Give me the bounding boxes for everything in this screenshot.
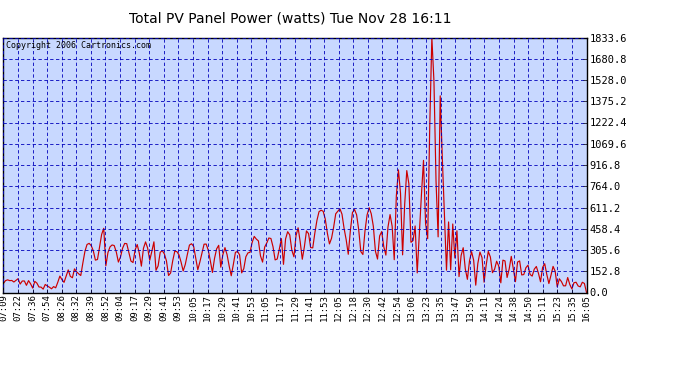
Text: Total PV Panel Power (watts) Tue Nov 28 16:11: Total PV Panel Power (watts) Tue Nov 28 … [128, 11, 451, 25]
Text: Copyright 2006 Cartronics.com: Copyright 2006 Cartronics.com [6, 41, 151, 50]
